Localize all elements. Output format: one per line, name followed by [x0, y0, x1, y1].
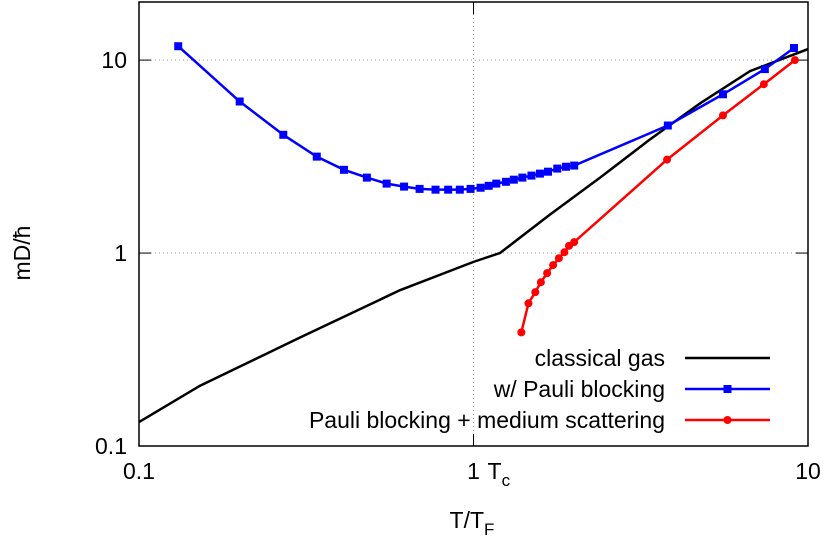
marker	[789, 44, 798, 53]
marker	[718, 90, 727, 99]
legend-label: Pauli blocking + medium scattering	[309, 407, 665, 433]
marker	[560, 248, 569, 257]
marker	[535, 169, 544, 178]
x-tick-label: 1	[467, 458, 480, 484]
series-line	[520, 59, 796, 333]
x-tick-label: 0.1	[123, 458, 155, 484]
marker	[553, 164, 562, 173]
marker	[554, 254, 563, 263]
x-axis-label: T/TF	[450, 507, 495, 539]
marker	[312, 152, 321, 161]
marker	[339, 165, 348, 174]
x-tick-label: 10	[795, 458, 821, 484]
marker	[400, 182, 409, 191]
legend-marker	[723, 416, 732, 424]
annotation-sub: c	[502, 471, 511, 490]
marker	[570, 238, 579, 247]
marker	[382, 179, 391, 188]
legend-marker	[723, 385, 732, 393]
marker	[455, 185, 464, 194]
marker	[570, 161, 579, 170]
marker	[174, 42, 183, 51]
marker	[790, 56, 799, 65]
marker	[536, 278, 545, 287]
marker	[518, 173, 527, 182]
marker	[543, 167, 552, 176]
marker	[466, 184, 475, 193]
marker	[663, 121, 672, 130]
marker	[362, 173, 371, 182]
marker	[524, 299, 533, 308]
y-tick-label: 0.1	[95, 433, 127, 459]
series-line	[177, 45, 795, 191]
y-tick-label: 1	[114, 240, 127, 266]
marker	[663, 155, 672, 164]
marker	[509, 175, 518, 184]
marker	[760, 65, 769, 74]
y-tick-label: 10	[101, 47, 127, 73]
legend-label: w/ Pauli blocking	[493, 376, 665, 402]
x-axis-label-sub: F	[484, 520, 494, 539]
marker	[431, 185, 440, 194]
legend-label: classical gas	[535, 345, 665, 371]
marker	[444, 185, 453, 194]
marker	[235, 97, 244, 106]
plot-area	[139, 42, 808, 424]
marker	[517, 328, 526, 337]
annotation-text: T	[488, 458, 502, 484]
marker	[549, 261, 558, 270]
x-axis-label-main: T/T	[450, 507, 485, 533]
marker	[531, 288, 540, 297]
marker	[527, 171, 536, 180]
marker	[279, 130, 288, 139]
marker	[561, 162, 570, 171]
marker	[501, 177, 510, 186]
plot-frame	[138, 1, 809, 447]
series-line	[139, 47, 808, 424]
marker	[476, 183, 485, 192]
marker	[718, 111, 727, 120]
marker	[543, 269, 552, 278]
annotation: Tc	[488, 458, 511, 490]
marker	[484, 181, 493, 190]
marker	[492, 179, 501, 188]
y-axis-label: mD/ħ	[9, 226, 35, 281]
marker	[415, 184, 424, 193]
marker	[759, 80, 768, 89]
